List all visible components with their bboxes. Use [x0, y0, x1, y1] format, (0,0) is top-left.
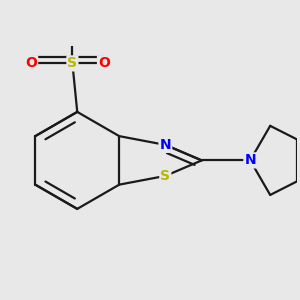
Text: O: O	[98, 56, 110, 70]
Text: O: O	[25, 56, 37, 70]
Text: N: N	[160, 138, 171, 152]
Text: S: S	[160, 169, 170, 183]
Text: N: N	[244, 153, 256, 167]
Text: S: S	[68, 56, 77, 70]
